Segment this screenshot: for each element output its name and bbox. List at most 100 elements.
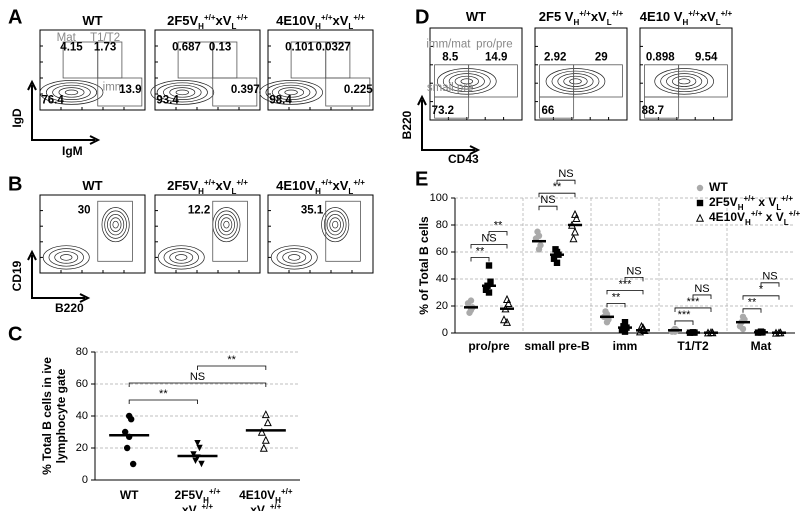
text-part: xV	[700, 9, 716, 24]
arrow-head	[27, 79, 101, 145]
text-part: xV	[182, 503, 197, 511]
text-part: xV	[591, 9, 607, 24]
gate	[325, 200, 361, 262]
x-tick-label: imm	[613, 339, 638, 353]
text-part: 2F5 V	[539, 9, 574, 24]
x-tick-label: Mat	[751, 339, 772, 353]
column-title: 4E10VH+/+xVL+/+	[276, 178, 365, 196]
data-point	[602, 308, 609, 315]
text-part: xV	[333, 178, 349, 193]
text-part: 2F5V	[167, 178, 198, 193]
contour	[45, 82, 98, 103]
contour	[557, 73, 594, 90]
contour	[101, 207, 130, 243]
text-part: 4E10V	[239, 488, 275, 502]
gate	[678, 64, 728, 98]
text-part: H	[198, 22, 204, 31]
contour	[64, 89, 79, 96]
contour	[163, 84, 202, 100]
arrow	[31, 255, 85, 299]
text-part: 4E10 V	[640, 9, 683, 24]
significance-bracket	[470, 257, 490, 262]
contour	[288, 254, 301, 261]
text-part: L	[776, 203, 781, 212]
data-point	[129, 460, 137, 468]
text-part: +/+	[353, 13, 365, 22]
data-point	[198, 460, 205, 468]
text-part: L	[231, 22, 236, 31]
significance-label: **	[748, 297, 757, 309]
y-axis-label: % of Total B cells	[417, 216, 431, 315]
gate-label: Mat	[57, 32, 77, 44]
x-tick-label: pro/pre	[468, 339, 510, 353]
plot-frame	[429, 27, 523, 121]
contour	[60, 254, 73, 261]
y-axis-label: CD19	[10, 260, 24, 291]
contour	[323, 210, 347, 239]
y-tick-label: 40	[436, 273, 448, 285]
significance-bracket	[692, 294, 712, 299]
contour	[169, 87, 196, 98]
y-tick-label: 60	[436, 246, 448, 258]
contour	[223, 220, 230, 229]
gate-label: small pre	[427, 82, 474, 94]
y-tick-label: 80	[436, 219, 448, 231]
data-point	[487, 278, 494, 285]
column-title: 2F5VH+/+xVL+/+	[167, 13, 248, 31]
data-point	[127, 416, 135, 423]
data-point	[621, 319, 629, 326]
panel-letter: A	[8, 6, 22, 28]
contour	[157, 245, 205, 270]
contour	[150, 80, 215, 105]
gate-value: 2.92	[544, 51, 566, 63]
text-part: L	[231, 187, 236, 196]
gate	[212, 200, 248, 262]
contour	[217, 213, 235, 236]
text-part: +/+	[751, 209, 763, 218]
gate-value: 35.1	[301, 205, 324, 217]
significance-label: **	[476, 245, 485, 257]
significance-bracket	[488, 231, 508, 236]
text-part: H	[573, 18, 579, 27]
y-tick-label: 20	[436, 300, 448, 312]
panel-letter: E	[415, 168, 428, 190]
data-point	[261, 410, 270, 419]
text-part: +/+	[781, 194, 793, 203]
text-part: 2F5V	[174, 488, 203, 502]
significance-label: **	[159, 388, 168, 400]
gate-value: 30	[78, 205, 91, 217]
column-title: WT	[82, 13, 102, 28]
column-title: WT	[82, 178, 102, 193]
y-tick-label: 100	[430, 192, 448, 204]
gate-value: 93.4	[156, 94, 179, 106]
gate-value: 73.2	[432, 105, 454, 117]
data-point	[499, 315, 509, 324]
data-point	[603, 319, 611, 326]
significance-bracket	[538, 205, 558, 211]
text-part: +/+	[579, 9, 591, 18]
y-tick-label: 20	[76, 442, 88, 454]
significance-bracket	[197, 365, 267, 370]
significance-label: ***	[687, 296, 701, 308]
significance-bracket	[538, 192, 576, 198]
text-part: WT	[82, 13, 102, 28]
y-tick-label: 60	[76, 378, 88, 390]
gate-value: 12.2	[188, 205, 210, 217]
significance-label: NS	[694, 283, 709, 295]
contour	[163, 248, 199, 267]
arrow-head	[27, 249, 91, 303]
text-part: L	[607, 18, 612, 27]
text-part: +/+	[688, 9, 700, 18]
text-part: 2F5V	[709, 195, 738, 209]
text-part: L	[348, 22, 353, 31]
significance-bracket	[674, 320, 694, 325]
legend-label: WT	[709, 180, 728, 194]
data-point	[467, 297, 475, 304]
gate-label: T1/T2	[90, 32, 120, 44]
x-tick-label: xVL+/+	[182, 502, 213, 511]
legend-label: 4E10VH+/+ x VL+/+	[709, 209, 800, 227]
contour	[454, 75, 479, 87]
text-part: H	[315, 22, 321, 31]
contour	[448, 73, 485, 90]
text-part: +/+	[204, 13, 216, 22]
